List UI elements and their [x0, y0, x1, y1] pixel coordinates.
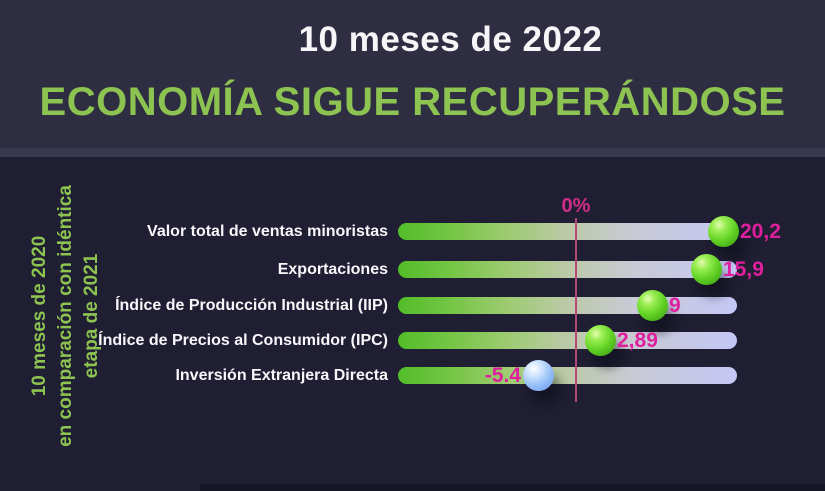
header-divider [0, 148, 825, 157]
footer-strip [200, 484, 825, 491]
value-label: 2,89 [617, 329, 658, 352]
bar-track [398, 223, 737, 240]
category-label: Índice de Producción Industrial (IIP) [115, 297, 388, 314]
value-marker [584, 325, 616, 356]
zero-axis-label: 0% [561, 195, 591, 217]
value-label: 9 [669, 294, 681, 317]
value-label: -5.4 [484, 364, 521, 387]
value-marker [690, 254, 722, 285]
page-title: 10 meses de 2022 [298, 20, 603, 59]
value-marker [636, 290, 668, 321]
category-label: Exportaciones [277, 261, 388, 278]
page-subtitle: ECONOMÍA SIGUE RECUPERÁNDOSE [39, 80, 786, 124]
bar-track [398, 332, 737, 349]
value-label: 15,9 [723, 258, 764, 281]
bar-track [398, 367, 737, 384]
value-label: 20,2 [740, 220, 781, 243]
header: 10 meses de 2022 ECONOMÍA SIGUE RECUPERÁ… [0, 0, 825, 148]
comparison-note-line: en comparación con idéntica [55, 185, 76, 447]
bar-track [398, 261, 737, 278]
comparison-note: 10 meses de 2020 en comparación con idén… [27, 166, 107, 466]
bar-track [398, 297, 737, 314]
value-marker [522, 360, 554, 391]
zero-axis-line [575, 218, 577, 402]
category-label: Inversión Extranjera Directa [175, 367, 388, 384]
category-label: Índice de Precios al Consumidor (IPC) [98, 332, 388, 349]
value-marker [707, 216, 739, 247]
comparison-note-line: etapa de 2021 [81, 253, 102, 379]
category-label: Valor total de ventas minoristas [147, 223, 388, 240]
comparison-note-line: 10 meses de 2020 [29, 235, 50, 397]
